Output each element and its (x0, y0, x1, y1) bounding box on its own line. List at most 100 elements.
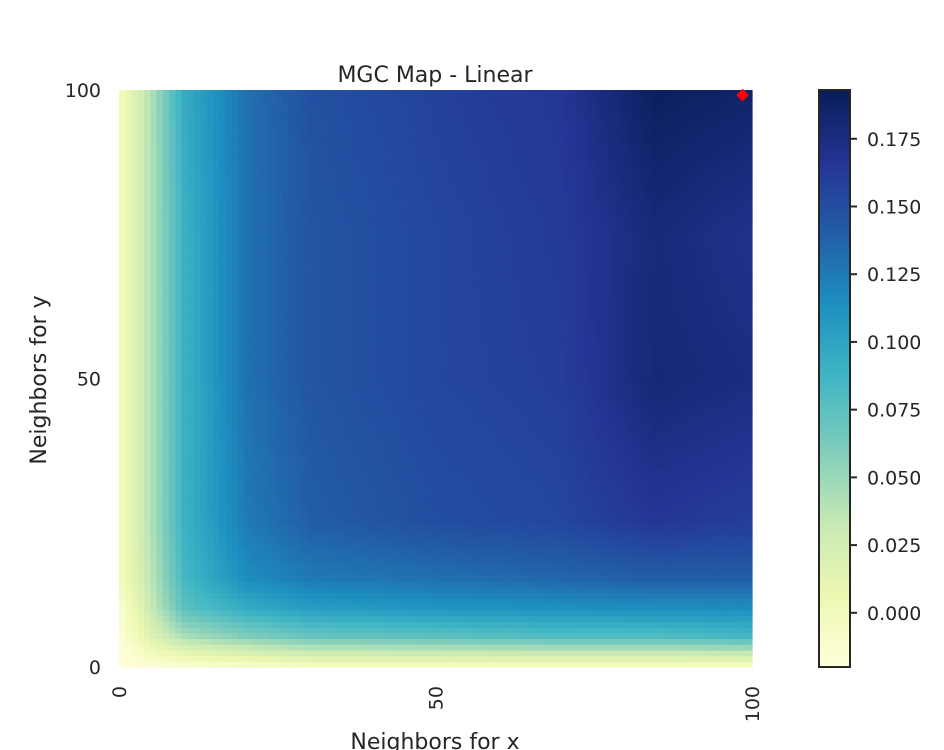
heatmap-cell (701, 621, 709, 628)
heatmap-cell (194, 558, 202, 565)
heatmap-cell (520, 495, 527, 502)
heatmap-cell (689, 438, 697, 445)
heatmap-cell (332, 552, 339, 560)
heatmap-cell (137, 615, 145, 622)
heatmap-cell (720, 392, 728, 400)
heatmap-cell (557, 444, 565, 451)
heatmap-cell (256, 455, 264, 462)
heatmap-cell (382, 598, 390, 605)
heatmap-cell (576, 535, 584, 542)
heatmap-cell (476, 587, 484, 594)
heatmap-cell (476, 575, 484, 582)
heatmap-cell (708, 632, 715, 640)
heatmap-cell (720, 518, 728, 525)
heatmap-cell (375, 421, 383, 428)
heatmap-cell (576, 615, 584, 622)
heatmap-cell (538, 552, 546, 560)
heatmap-cell (288, 564, 296, 571)
heatmap-cell (614, 387, 621, 394)
heatmap-cell (219, 478, 227, 485)
heatmap-cell (507, 495, 515, 502)
heatmap-cell (426, 632, 433, 640)
heatmap-cell (463, 404, 471, 411)
heatmap-cell (338, 392, 346, 400)
heatmap-cell (413, 569, 421, 577)
heatmap-cell (451, 484, 459, 491)
heatmap-cell (463, 632, 471, 640)
heatmap-cell (708, 455, 715, 462)
heatmap-cell (488, 575, 496, 582)
heatmap-cell (332, 558, 339, 565)
heatmap-cell (726, 421, 734, 428)
heatmap-cell (657, 409, 665, 417)
heatmap-cell (175, 455, 183, 462)
heatmap-cell (369, 547, 377, 554)
heatmap-cell (639, 598, 647, 605)
heatmap-cell (244, 644, 252, 651)
heatmap-cell (695, 535, 703, 542)
heatmap-cell (632, 404, 640, 411)
heatmap-cell (225, 649, 233, 657)
heatmap-cell (651, 461, 659, 468)
heatmap-cell (238, 444, 245, 451)
heatmap-cell (144, 644, 151, 651)
heatmap-cell (407, 632, 415, 640)
heatmap-cell (375, 598, 383, 605)
heatmap-cell (538, 644, 546, 651)
heatmap-cell (150, 501, 158, 508)
heatmap-cell (225, 564, 233, 571)
heatmap-cell (300, 581, 308, 588)
heatmap-cell (407, 598, 415, 605)
heatmap-cell (501, 569, 509, 577)
heatmap-cell (213, 427, 220, 434)
heatmap-cell (551, 409, 559, 417)
heatmap-cell (438, 541, 446, 548)
heatmap-cell (300, 552, 308, 560)
heatmap-cell (595, 621, 603, 628)
heatmap-cell (187, 421, 195, 428)
heatmap-cell (125, 615, 133, 622)
heatmap-cell (695, 467, 703, 474)
heatmap-cell (181, 404, 189, 411)
heatmap-cell (225, 638, 233, 645)
heatmap-cell (476, 621, 484, 628)
heatmap-cell (244, 449, 252, 457)
heatmap-cell (645, 392, 653, 400)
heatmap-cell (307, 547, 314, 554)
heatmap-cell (557, 587, 565, 594)
heatmap-cell (200, 404, 208, 411)
heatmap-cell (325, 649, 333, 657)
heatmap-cell (407, 438, 415, 445)
heatmap-cell (614, 638, 621, 645)
heatmap-cell (557, 398, 565, 405)
heatmap-cell (319, 512, 327, 520)
heatmap-cell (281, 541, 289, 548)
heatmap-cell (307, 432, 314, 440)
heatmap-cell (495, 421, 502, 428)
heatmap-cell (614, 609, 621, 617)
heatmap-cell (570, 569, 578, 577)
heatmap-cell (639, 467, 647, 474)
heatmap-cell (576, 444, 584, 451)
heatmap-cell (319, 461, 327, 468)
heatmap-cell (137, 467, 145, 474)
heatmap-cell (726, 467, 734, 474)
heatmap-cell (238, 415, 245, 422)
heatmap-cell (632, 627, 640, 634)
heatmap-cell (382, 524, 390, 531)
heatmap-cell (570, 535, 578, 542)
heatmap-cell (538, 541, 546, 548)
heatmap-cell (457, 541, 465, 548)
heatmap-cell (469, 484, 477, 491)
heatmap-cell (413, 387, 421, 394)
heatmap-cell (513, 438, 521, 445)
heatmap-cell (307, 392, 314, 400)
heatmap-cell (739, 649, 747, 657)
heatmap-cell (463, 472, 471, 480)
heatmap-cell (683, 598, 690, 605)
heatmap-cell (651, 581, 659, 588)
heatmap-cell (419, 535, 427, 542)
heatmap-cell (144, 444, 151, 451)
heatmap-cell (639, 507, 647, 514)
heatmap-cell (244, 529, 252, 537)
